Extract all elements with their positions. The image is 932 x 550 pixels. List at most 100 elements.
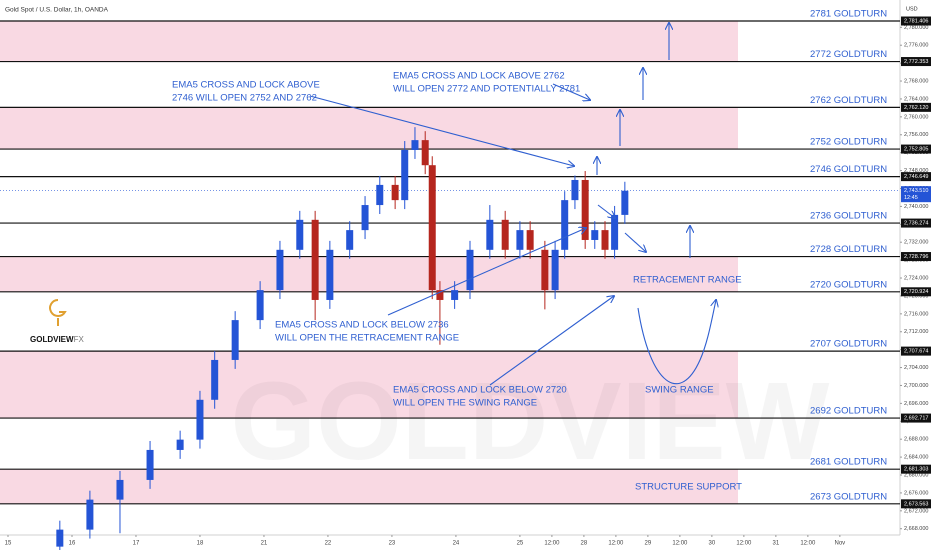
level-price-box [901, 102, 931, 112]
candle-body [611, 214, 619, 250]
annotation: WILL OPEN 2772 AND POTENTIALLY 2781 [393, 84, 580, 95]
level-price-box [901, 172, 931, 182]
level-name: 2681 GOLDTURN [810, 457, 887, 468]
x-tick-label: 22 [325, 541, 332, 547]
arrow [387, 228, 586, 316]
x-tick-label: 12:00 [544, 541, 560, 547]
annotation: WILL OPEN THE SWING RANGE [393, 398, 537, 409]
x-tick-label: 12:00 [672, 541, 688, 547]
candle-body [311, 219, 319, 300]
y-tick-label: 2,756.000 [904, 132, 928, 138]
candle-body [436, 290, 444, 300]
y-tick-label: 2,740.000 [904, 204, 928, 210]
candle-body [591, 230, 599, 240]
level-price-label: 2,692.717 [904, 416, 928, 422]
y-tick-label: 2,720.000 [904, 293, 928, 299]
candle-body [621, 190, 629, 215]
currency: USD [906, 6, 918, 12]
level-price-box [901, 144, 931, 154]
level-price-box [901, 499, 931, 509]
arrows [309, 23, 716, 386]
y-tick-label: 2,672.000 [904, 508, 928, 514]
candle-body [296, 219, 304, 250]
zone [0, 21, 738, 62]
candle-body [571, 179, 579, 201]
level-name: 2707 GOLDTURN [810, 339, 887, 350]
watermark: GOLDVIEW [231, 360, 830, 483]
chart-title: Gold Spot / U.S. Dollar, 1h, OANDA [5, 7, 109, 14]
level-price-label: 2,746.649 [904, 174, 928, 180]
level-name: 2746 GOLDTURN [810, 164, 887, 175]
annotation: RETRACEMENT RANGE [633, 275, 742, 286]
candles [56, 127, 629, 550]
level-price-label: 2,673.563 [904, 501, 928, 507]
candle-body [56, 529, 64, 547]
logo: GOLDVIEWFX [30, 299, 85, 344]
x-tick-label: 31 [773, 541, 780, 547]
y-tick-label: 2,724.000 [904, 275, 928, 281]
y-tick-label: 2,716.000 [904, 311, 928, 317]
annotation: EMA5 CROSS AND LOCK BELOW 2720 [393, 385, 567, 396]
current-price-label: 2,743.510 [904, 188, 928, 194]
logo-suffix: FX [74, 335, 85, 344]
annotation: EMA5 CROSS AND LOCK ABOVE [172, 80, 320, 91]
annotation: 2746 WILL OPEN 2752 AND 2762 [172, 93, 317, 104]
x-tick-label: 16 [69, 541, 76, 547]
x-tick-label: 12:00 [800, 541, 816, 547]
candle-body [421, 140, 429, 166]
level-price-label: 2,707.674 [904, 349, 928, 355]
level-price-label: 2,736.274 [904, 221, 928, 227]
candle-body [256, 290, 264, 321]
y-tick-label: 2,712.000 [904, 329, 928, 335]
level-price-label: 2,752.805 [904, 147, 928, 153]
candle-body [391, 184, 399, 201]
x-tick-label: 12:00 [608, 541, 624, 547]
candle-body [428, 165, 436, 291]
candle-body [451, 290, 459, 300]
candle-body [346, 230, 354, 250]
candle-body [581, 179, 589, 240]
annotation: WILL OPEN THE RETRACEMENT RANGE [275, 333, 459, 344]
candle-body [486, 219, 494, 250]
x-tick-label: 29 [645, 541, 652, 547]
x-tick-label: 17 [133, 541, 140, 547]
x-tick-label: 23 [389, 541, 396, 547]
level-name: 2781 GOLDTURN [810, 9, 887, 20]
level-price-box [901, 464, 931, 474]
level-price-box [901, 252, 931, 262]
x-tick-label: 18 [197, 541, 204, 547]
x-tick-label: Nov [835, 541, 846, 547]
zone [0, 351, 738, 419]
level-price-box [901, 346, 931, 356]
y-tick-label: 2,768.000 [904, 78, 928, 84]
candle-body [551, 249, 559, 291]
y-tick-label: 2,680.000 [904, 472, 928, 478]
level-price-box [901, 16, 931, 26]
level-name: 2673 GOLDTURN [810, 491, 887, 502]
level-name: 2772 GOLDTURN [810, 49, 887, 60]
y-tick-label: 2,704.000 [904, 365, 928, 371]
logo-brand: GOLDVIEW [30, 335, 74, 344]
candle-body [146, 449, 154, 480]
candle-body [466, 249, 474, 291]
level-price-box [901, 287, 931, 297]
arrow [552, 83, 590, 100]
zone [0, 256, 738, 292]
candle-body [501, 219, 509, 250]
annotation: SWING RANGE [645, 385, 714, 396]
candle-body [561, 200, 569, 250]
x-tick-label: 25 [517, 541, 524, 547]
y-tick-label: 2,780.000 [904, 25, 928, 31]
y-tick-label: 2,688.000 [904, 437, 928, 443]
arrow [624, 232, 646, 252]
x-tick-label: 21 [261, 541, 268, 547]
candle-body [196, 399, 204, 440]
level-name: 2692 GOLDTURN [810, 406, 887, 417]
zones [0, 21, 738, 504]
candle-body [401, 149, 409, 201]
level-price-label: 2,772.353 [904, 59, 928, 65]
candle-body [326, 249, 334, 300]
candle-body [411, 140, 419, 150]
level-name: 2736 GOLDTURN [810, 211, 887, 222]
